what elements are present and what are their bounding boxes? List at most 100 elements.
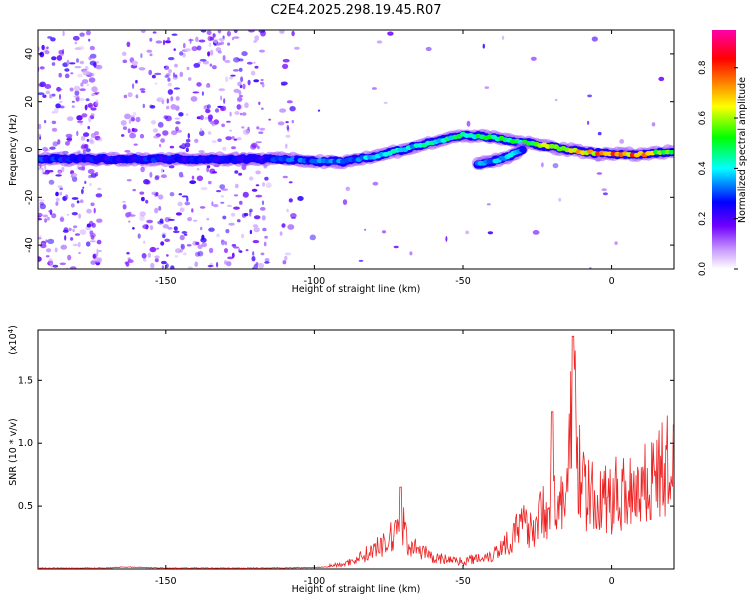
noise-speck xyxy=(179,249,183,253)
noise-speck xyxy=(54,247,58,253)
noise-speck xyxy=(212,33,216,38)
noise-speck xyxy=(177,201,183,207)
noise-speck xyxy=(218,38,225,41)
noise-speck xyxy=(201,242,207,248)
noise-speck xyxy=(226,204,233,207)
noise-speck xyxy=(66,59,70,66)
noise-speck xyxy=(64,73,70,79)
noise-speck xyxy=(57,185,63,188)
noise-speck xyxy=(59,262,66,266)
noise-speck xyxy=(245,249,249,252)
noise-speck xyxy=(96,248,99,255)
noise-speck xyxy=(290,213,297,219)
noise-speck xyxy=(619,139,625,144)
noise-speck xyxy=(285,121,289,124)
noise-speck xyxy=(79,88,86,92)
noise-speck xyxy=(55,103,61,109)
noise-speck xyxy=(222,146,227,151)
noise-speck xyxy=(140,30,146,34)
noise-speck xyxy=(207,131,212,135)
colorbar-gradient xyxy=(712,30,736,269)
noise-speck xyxy=(194,138,199,143)
snr-y-label: SNR (10 * v/v) xyxy=(8,418,19,486)
noise-speck xyxy=(77,73,83,78)
noise-speck xyxy=(86,208,92,214)
noise-speck xyxy=(236,104,241,110)
noise-speck xyxy=(167,57,175,61)
noise-speck xyxy=(207,51,211,57)
noise-speck xyxy=(166,254,169,257)
noise-speck xyxy=(284,252,292,256)
noise-speck xyxy=(602,192,608,196)
snr-y-multiplier: (x104) xyxy=(7,325,19,355)
noise-speck xyxy=(95,193,103,198)
noise-speck xyxy=(175,96,180,101)
noise-speck xyxy=(149,171,153,178)
noise-speck xyxy=(237,96,243,102)
noise-speck xyxy=(70,203,75,208)
noise-speck xyxy=(89,137,94,144)
noise-speck xyxy=(199,206,206,209)
noise-speck xyxy=(90,113,95,117)
noise-speck xyxy=(587,120,590,125)
noise-speck xyxy=(74,65,82,69)
noise-speck xyxy=(129,132,137,139)
noise-speck xyxy=(51,62,56,66)
noise-speck xyxy=(89,45,95,51)
noise-speck xyxy=(372,181,379,186)
noise-speck xyxy=(171,33,178,36)
noise-speck xyxy=(87,102,94,109)
x-tick-label: 0 xyxy=(609,276,615,287)
x-tick-label: -150 xyxy=(155,276,177,287)
snr-x-ticks: -150 -100 -50 0 xyxy=(155,330,615,587)
x-tick-label: -50 xyxy=(455,576,471,587)
noise-speck xyxy=(258,101,261,106)
noise-speck xyxy=(89,139,95,145)
noise-speck xyxy=(186,196,189,202)
noise-speck xyxy=(237,81,242,87)
noise-speck xyxy=(232,246,240,249)
noise-speck xyxy=(254,35,260,41)
noise-speck xyxy=(190,96,198,102)
noise-speck xyxy=(194,64,198,69)
noise-speck xyxy=(122,200,126,204)
noise-speck xyxy=(62,229,69,233)
noise-speck xyxy=(89,183,92,186)
noise-speck xyxy=(195,241,200,246)
y-tick-label: 0 xyxy=(24,146,35,152)
noise-speck xyxy=(249,176,254,181)
noise-speck xyxy=(264,176,269,181)
noise-speck xyxy=(224,60,231,63)
noise-speck xyxy=(44,50,50,55)
noise-speck xyxy=(47,238,55,244)
noise-speck xyxy=(242,83,246,90)
noise-speck xyxy=(154,72,162,76)
noise-speck xyxy=(596,172,603,175)
noise-speck xyxy=(186,244,192,247)
noise-speck xyxy=(98,137,103,142)
noise-speck xyxy=(204,116,209,120)
noise-speck xyxy=(185,139,191,143)
noise-speck xyxy=(282,175,288,179)
noise-speck xyxy=(249,208,253,213)
noise-speck xyxy=(216,233,220,238)
noise-speck xyxy=(56,55,63,61)
noise-speck xyxy=(80,135,86,141)
noise-speck xyxy=(129,115,135,118)
noise-speck xyxy=(371,87,377,90)
noise-speck xyxy=(294,46,300,50)
noise-speck xyxy=(39,51,45,58)
noise-speck xyxy=(162,224,169,229)
noise-speck xyxy=(192,219,198,222)
x-tick-label: 0 xyxy=(609,576,615,587)
noise-speck xyxy=(282,260,287,265)
noise-speck xyxy=(70,72,74,75)
noise-speck xyxy=(90,107,97,111)
noise-speck xyxy=(288,181,293,184)
noise-speck xyxy=(85,98,90,102)
noise-speck xyxy=(120,120,127,126)
noise-speck xyxy=(317,109,321,112)
noise-speck xyxy=(199,130,205,137)
noise-speck xyxy=(124,150,131,153)
noise-speck xyxy=(146,49,153,53)
